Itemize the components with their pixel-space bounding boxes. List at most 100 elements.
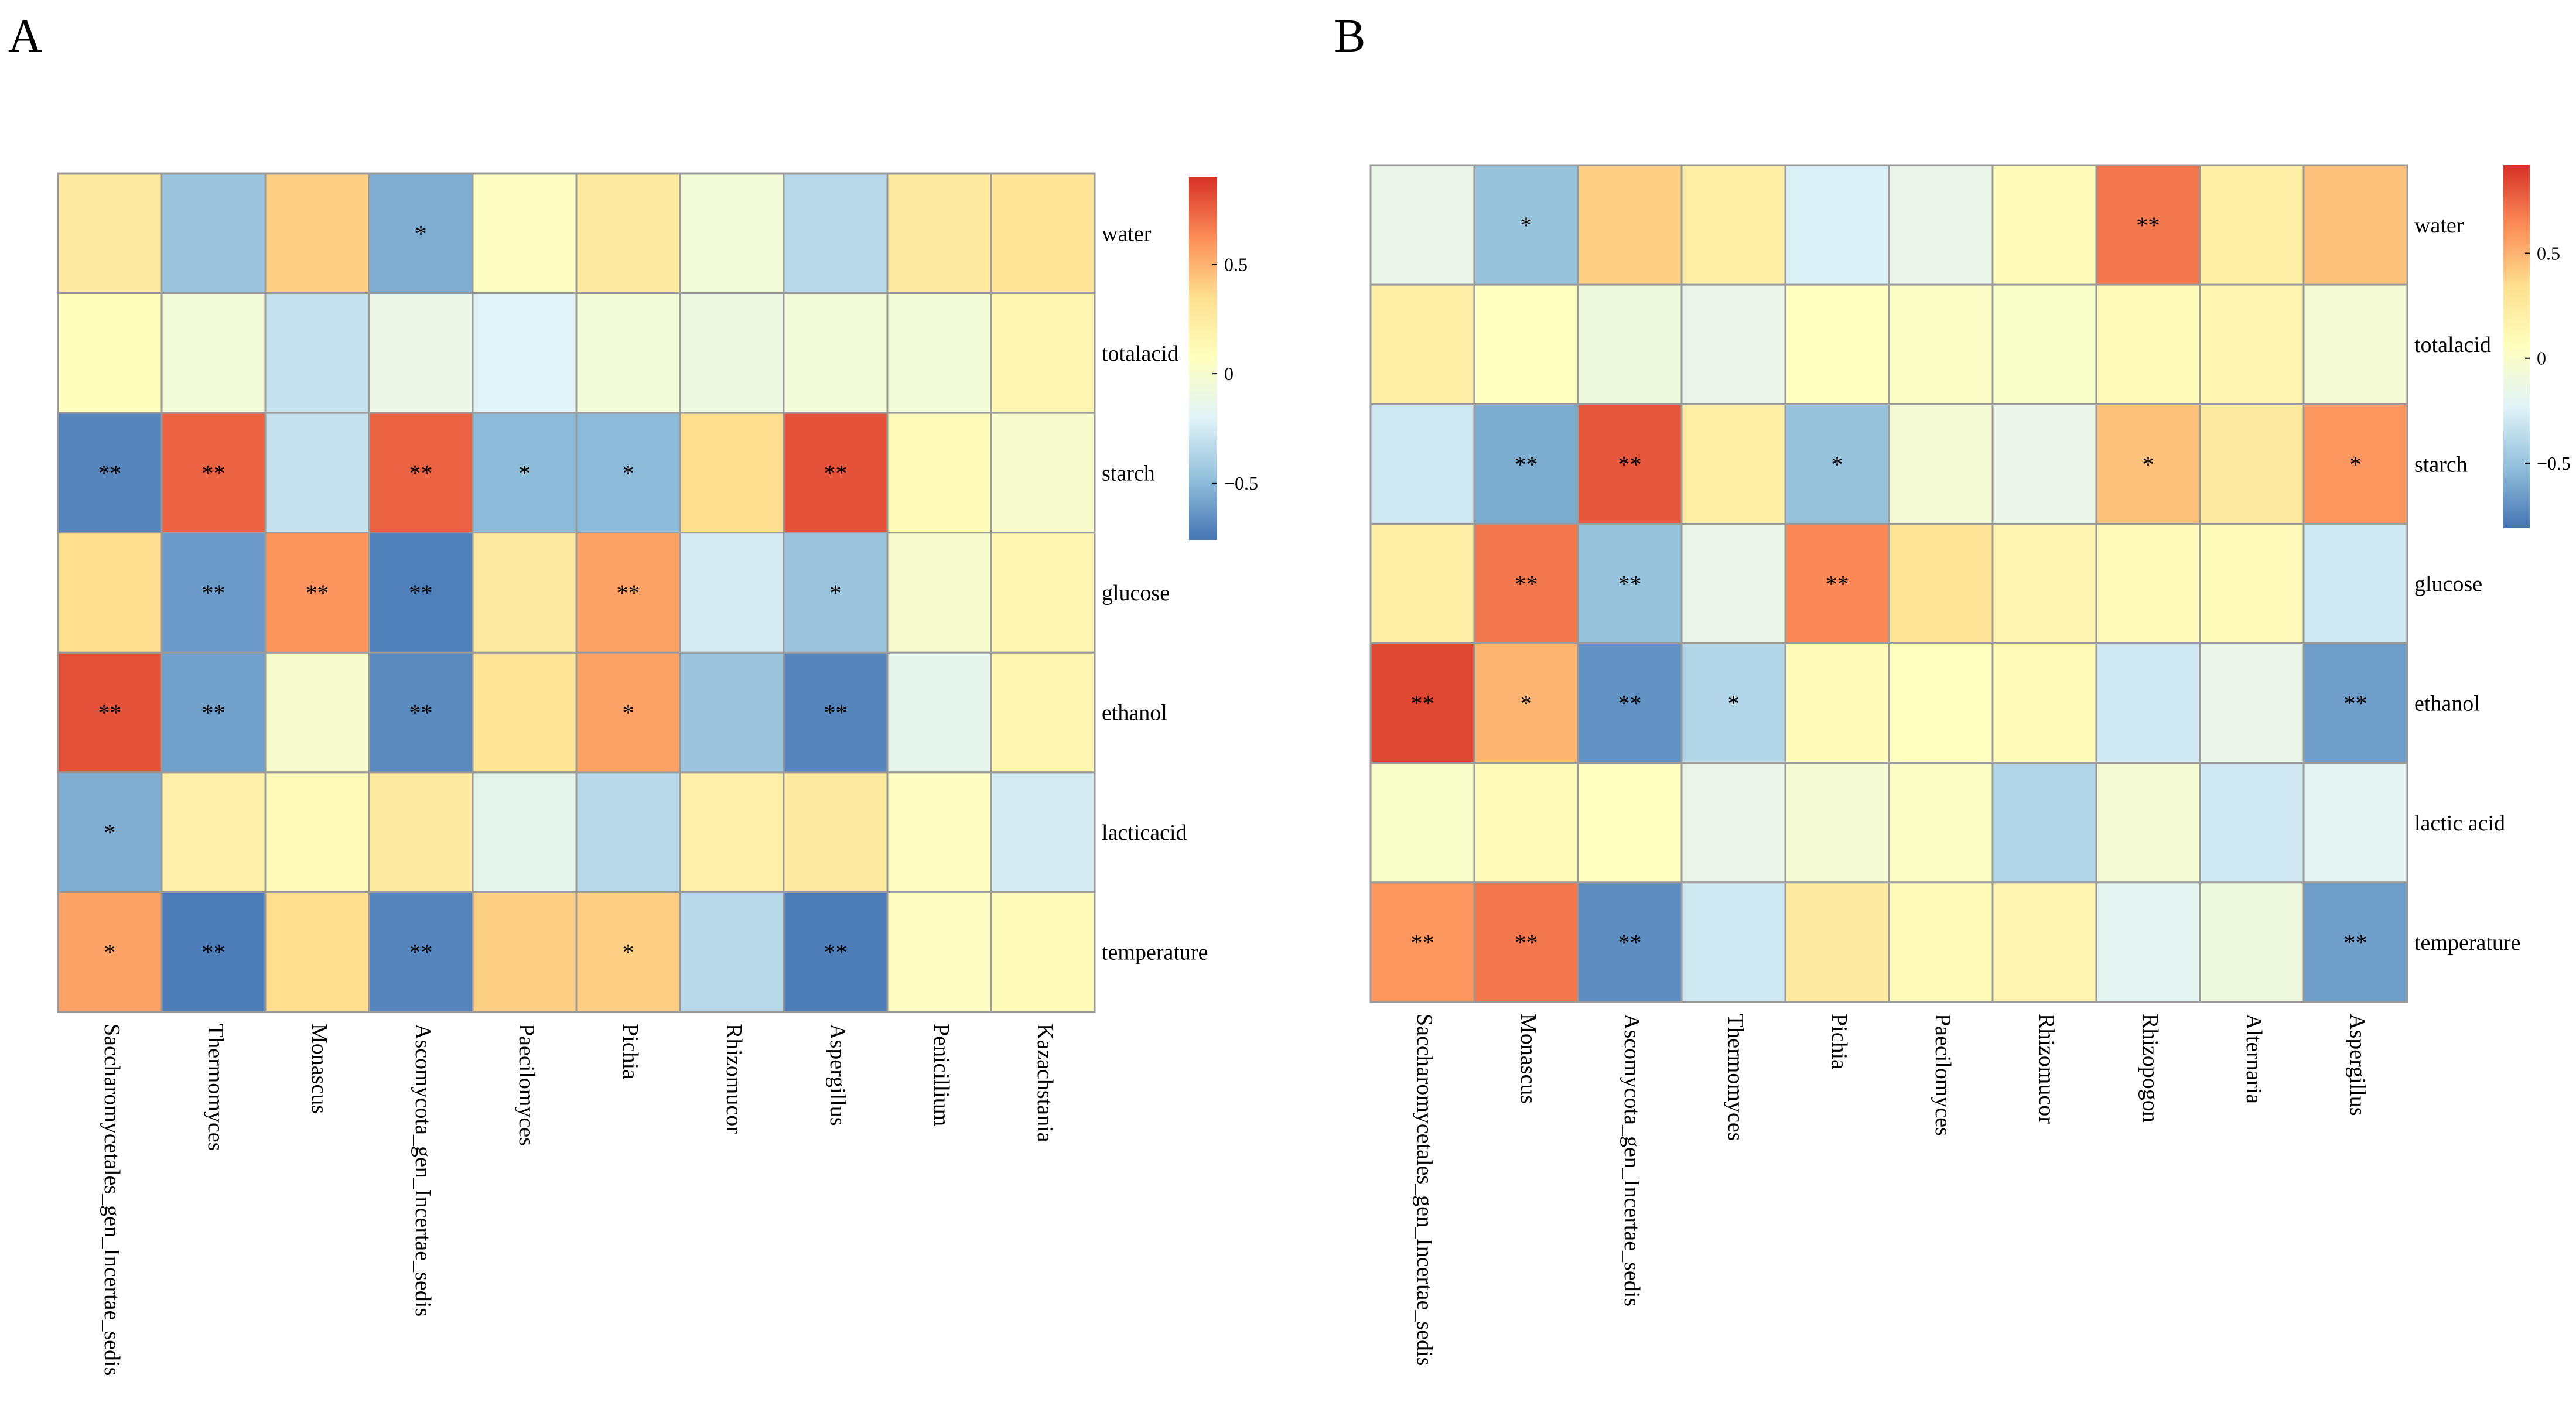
- heatmap-cell: [160, 532, 267, 654]
- row-label: glucose: [1102, 581, 1170, 606]
- column-label: Monascus: [1516, 1014, 1540, 1104]
- heatmap-cell: [264, 891, 370, 1013]
- heatmap-cell: [679, 651, 785, 774]
- heatmap-cell: [886, 651, 992, 774]
- significance-label: **: [202, 460, 226, 486]
- heatmap-cell: [679, 292, 785, 414]
- significance-label: **: [2344, 929, 2367, 956]
- heatmap-cell: [2095, 881, 2201, 1003]
- row-label: water: [2414, 213, 2464, 238]
- significance-label: *: [2350, 451, 2362, 477]
- row-label: lactic acid: [2414, 811, 2505, 836]
- heatmap-cell: [1888, 881, 1994, 1003]
- heatmap-cell: [368, 532, 474, 654]
- heatmap-cell: [472, 532, 578, 654]
- color-bar-tick-label: 0.5: [1224, 254, 1248, 275]
- significance-label: **: [1411, 690, 1434, 717]
- significance-label: *: [1832, 451, 1843, 477]
- heatmap-cell: [2199, 522, 2305, 645]
- heatmap-cell: [2199, 762, 2305, 884]
- heatmap-cell: [1784, 642, 1890, 764]
- heatmap-cell: [2095, 164, 2201, 286]
- significance-label: *: [1521, 212, 1532, 238]
- column-label: Rhizomucor: [2034, 1014, 2059, 1124]
- heatmap-cell: [1369, 762, 1475, 884]
- heatmap-cell: [2199, 403, 2305, 525]
- heatmap-cell: [368, 412, 474, 534]
- column-label: Paecilomyces: [1931, 1014, 1955, 1136]
- heatmap-cell: [783, 651, 889, 774]
- heatmap-cell: [368, 292, 474, 414]
- heatmap-cell: [1991, 881, 2097, 1003]
- heatmap-cell: [1991, 762, 2097, 884]
- heatmap-cell: [1991, 522, 2097, 645]
- heatmap-cell: [783, 891, 889, 1013]
- heatmap-cell: [1888, 283, 1994, 405]
- significance-label: **: [409, 460, 433, 486]
- significance-label: **: [1618, 451, 1642, 477]
- heatmap-cell: [783, 532, 889, 654]
- heatmap-cell: [368, 891, 474, 1013]
- column-label: Monascus: [307, 1024, 332, 1114]
- heatmap-cell: [679, 891, 785, 1013]
- heatmap-cell: [57, 292, 163, 414]
- heatmap-cell: [2302, 642, 2408, 764]
- heatmap-cell: [990, 771, 1096, 893]
- heatmap-cell: [1991, 642, 2097, 764]
- heatmap-cell: [1577, 762, 1683, 884]
- column-label: Ascomycota_gen_Incertae_sedis: [1620, 1014, 1644, 1306]
- heatmap-cell: [679, 532, 785, 654]
- heatmap-cell: [472, 891, 578, 1013]
- color-bar-tick-label: 0.5: [2537, 243, 2560, 264]
- heatmap-cell: [575, 172, 681, 295]
- heatmap-cell: [2302, 881, 2408, 1003]
- significance-label: *: [830, 580, 842, 606]
- column-label: Penicillium: [929, 1024, 954, 1126]
- heatmap-cell: [990, 292, 1096, 414]
- heatmap-cell: [1369, 283, 1475, 405]
- heatmap-cell: [575, 292, 681, 414]
- significance-label: **: [824, 460, 848, 486]
- heatmap-cell: [57, 771, 163, 893]
- heatmap-cell: [1577, 642, 1683, 764]
- significance-label: **: [98, 700, 122, 726]
- column-label: Rhizomucor: [722, 1024, 746, 1134]
- column-label: Pichia: [618, 1024, 643, 1079]
- significance-label: **: [1515, 571, 1538, 597]
- heatmap-cell: [472, 651, 578, 774]
- row-label: glucose: [2414, 572, 2482, 597]
- heatmap-cell: [886, 532, 992, 654]
- heatmap-cell: [886, 172, 992, 295]
- heatmap-cell: [575, 651, 681, 774]
- heatmap-cell: [990, 172, 1096, 295]
- heatmap-cell: [2095, 642, 2201, 764]
- heatmap-cell: [679, 412, 785, 534]
- significance-label: *: [623, 700, 634, 726]
- significance-label: **: [306, 580, 329, 606]
- significance-label: **: [202, 939, 226, 966]
- significance-label: *: [1728, 690, 1740, 717]
- column-label: Alternaria: [2242, 1014, 2266, 1104]
- heatmap-cell: [990, 412, 1096, 534]
- heatmap-cell: [57, 412, 163, 534]
- heatmap-cell: [264, 771, 370, 893]
- color-bar-tick-label: −0.5: [2537, 453, 2571, 474]
- heatmap-cell: [2302, 283, 2408, 405]
- significance-label: **: [1411, 929, 1434, 956]
- heatmap-cell: [1369, 164, 1475, 286]
- heatmap-cell: [886, 891, 992, 1013]
- heatmap-cell: [1473, 762, 1579, 884]
- heatmap-cell: [160, 292, 267, 414]
- heatmap-cell: [2095, 403, 2201, 525]
- heatmap-cell: [2199, 642, 2305, 764]
- heatmap-cell: [1680, 403, 1786, 525]
- heatmap-cell: [1888, 403, 1994, 525]
- heatmap-cell: [1784, 881, 1890, 1003]
- significance-label: **: [824, 939, 848, 966]
- significance-label: **: [202, 700, 226, 726]
- column-label: Pichia: [1827, 1014, 1851, 1069]
- significance-label: **: [824, 700, 848, 726]
- heatmap-cell: [1369, 881, 1475, 1003]
- significance-label: **: [1515, 451, 1538, 477]
